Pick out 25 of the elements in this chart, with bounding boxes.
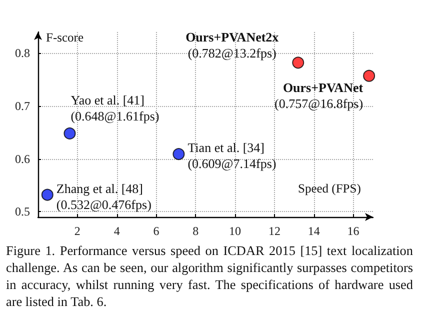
y-tick-label: 0.6 — [15, 152, 30, 166]
point — [292, 56, 304, 69]
x-tick-label: 10 — [229, 224, 242, 238]
point — [41, 188, 54, 201]
annotation: Ours+PVANet2x (0.782@13.2fps) — [186, 30, 280, 61]
y-tick-label: 0.8 — [15, 46, 30, 60]
x-tick-label: 14 — [308, 224, 320, 238]
caption: Figure 1. Performance versus speed on ICDAR 2015 [15] text localization challenge. As can be seen, our algorithm significantly surpasses competitors in accuracy, whilst running very fast. The specifications of hardware used are listed in Tab. 6. — [6, 242, 413, 310]
annotation: Ours+PVANet (0.757@16.8fps) — [274, 80, 364, 111]
y-axis-title: F-score — [46, 30, 84, 44]
point — [64, 127, 76, 140]
annotation: Tian et al. [34] (0.609@7.14fps) — [188, 140, 276, 172]
y-tick-label: 0.5 — [15, 204, 30, 219]
y-tick-label: 0.7 — [15, 99, 30, 113]
annotation: Zhang et al. [48] (0.532@0.476fps) — [56, 180, 152, 212]
x-tick-label: 8 — [192, 224, 199, 238]
x-tick-label: 2 — [74, 224, 80, 238]
point — [172, 148, 185, 160]
x-tick-label: 4 — [114, 224, 120, 238]
point — [363, 70, 376, 82]
x-tick-label: 16 — [347, 224, 360, 238]
annotation: Yao et al. [41] (0.648@1.61fps) — [70, 92, 160, 124]
x-tick-label: 12 — [268, 224, 280, 238]
x-axis-title: Speed (FPS) — [298, 182, 361, 196]
x-tick-label: 6 — [153, 224, 160, 238]
